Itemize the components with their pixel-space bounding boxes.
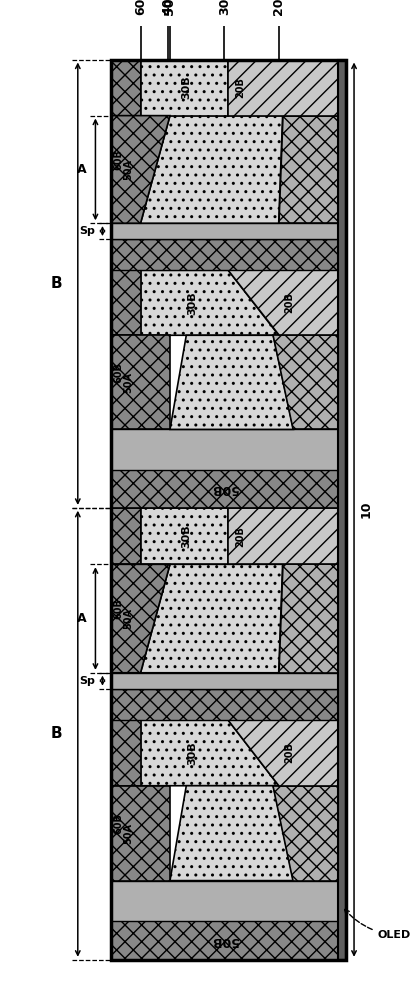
Text: 50B: 50B bbox=[211, 934, 238, 947]
Bar bbox=[111, 60, 346, 960]
Bar bbox=[111, 720, 141, 786]
Polygon shape bbox=[141, 60, 228, 116]
Text: 30B: 30B bbox=[187, 291, 197, 315]
Text: 50B: 50B bbox=[211, 482, 238, 495]
Text: Sp: Sp bbox=[79, 226, 95, 236]
Polygon shape bbox=[141, 508, 228, 564]
Bar bbox=[111, 60, 141, 116]
Text: 20B: 20B bbox=[285, 743, 295, 763]
Text: 50: 50 bbox=[164, 0, 176, 15]
Polygon shape bbox=[273, 335, 337, 429]
Text: 40: 40 bbox=[161, 0, 174, 15]
Bar bbox=[111, 239, 337, 270]
Text: 30: 30 bbox=[218, 0, 231, 15]
Bar bbox=[111, 270, 141, 335]
Text: Sp: Sp bbox=[79, 676, 95, 686]
Bar bbox=[111, 689, 337, 720]
Text: A: A bbox=[77, 612, 87, 625]
Text: 10: 10 bbox=[359, 501, 372, 518]
Text: 60B: 60B bbox=[113, 598, 123, 619]
Text: 60: 60 bbox=[134, 0, 147, 15]
Polygon shape bbox=[228, 270, 337, 335]
Bar bbox=[111, 921, 337, 960]
Polygon shape bbox=[273, 786, 337, 881]
Text: 20B: 20B bbox=[285, 292, 295, 313]
Bar bbox=[111, 881, 337, 921]
Text: 20: 20 bbox=[272, 0, 285, 15]
Bar bbox=[111, 223, 337, 239]
Text: A: A bbox=[77, 163, 87, 176]
Polygon shape bbox=[141, 116, 283, 223]
Text: 60B: 60B bbox=[113, 149, 123, 170]
Text: 50A: 50A bbox=[123, 823, 133, 844]
Polygon shape bbox=[228, 720, 337, 786]
Text: 20B: 20B bbox=[235, 77, 245, 98]
Text: 50A: 50A bbox=[123, 372, 133, 393]
Text: 60B: 60B bbox=[113, 813, 123, 834]
Text: B: B bbox=[51, 726, 62, 741]
Text: OLED: OLED bbox=[345, 909, 411, 940]
Polygon shape bbox=[111, 564, 170, 673]
Bar bbox=[111, 508, 141, 564]
Polygon shape bbox=[170, 335, 293, 429]
Polygon shape bbox=[228, 60, 337, 116]
Bar bbox=[111, 673, 337, 689]
Bar bbox=[111, 429, 337, 470]
Text: 20B: 20B bbox=[235, 526, 245, 547]
Polygon shape bbox=[111, 335, 170, 429]
Text: 50A: 50A bbox=[123, 608, 133, 629]
Bar bbox=[111, 470, 337, 508]
Text: 30B: 30B bbox=[181, 524, 191, 548]
Text: B: B bbox=[51, 276, 62, 291]
Polygon shape bbox=[279, 116, 337, 223]
Text: 60B: 60B bbox=[113, 362, 123, 383]
Polygon shape bbox=[228, 508, 337, 564]
Polygon shape bbox=[141, 270, 279, 335]
Text: 30B: 30B bbox=[181, 76, 191, 99]
Polygon shape bbox=[170, 786, 293, 881]
Polygon shape bbox=[141, 564, 283, 673]
Polygon shape bbox=[111, 116, 170, 223]
Text: 30B: 30B bbox=[187, 741, 197, 765]
Polygon shape bbox=[111, 786, 170, 881]
Text: 50A: 50A bbox=[123, 159, 133, 180]
Polygon shape bbox=[279, 564, 337, 673]
Polygon shape bbox=[141, 720, 279, 786]
Bar bbox=[337, 60, 346, 960]
